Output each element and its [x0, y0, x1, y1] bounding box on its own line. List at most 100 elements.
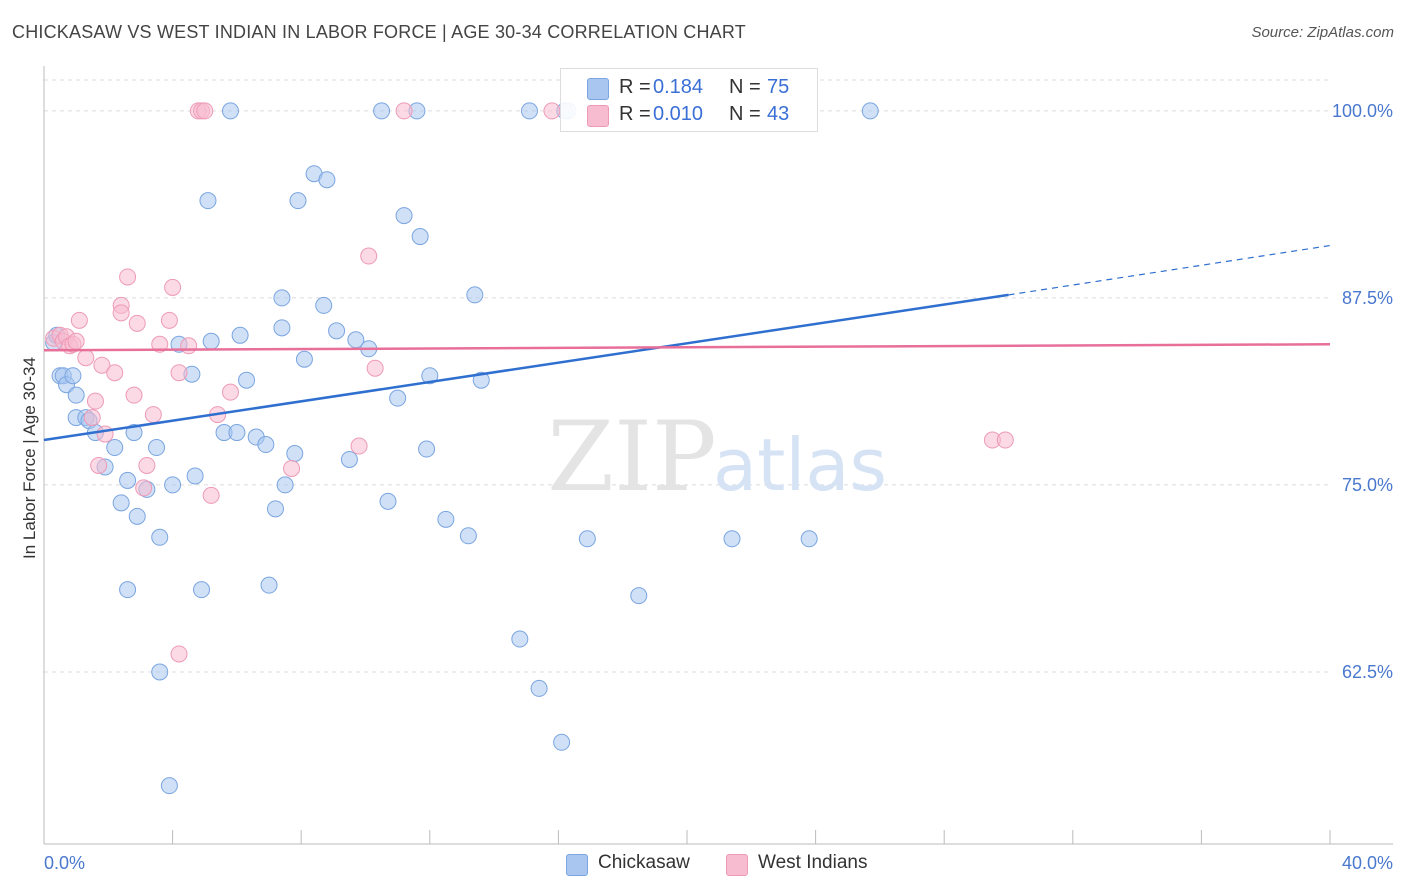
west-indians-point [135, 479, 153, 497]
west-indians-point [112, 304, 130, 322]
west-indians-point [180, 337, 198, 355]
chickasaw-point [800, 530, 818, 548]
chickasaw-point [289, 192, 307, 210]
chickasaw-point [389, 389, 407, 407]
chickasaw-point [395, 207, 413, 225]
chickasaw-point [472, 371, 490, 389]
chickasaw-point [411, 228, 429, 246]
chickasaw-point [199, 192, 217, 210]
chickasaw-point [421, 367, 439, 385]
west-indians-point [67, 332, 85, 350]
chickasaw-point [286, 445, 304, 463]
legend-n-label: N = [729, 103, 761, 125]
west-indians-trend-line [43, 343, 1331, 352]
chickasaw-point [630, 587, 648, 605]
series-label-chickasaw: Chickasaw [598, 852, 690, 873]
series-swatch-west-indians [726, 854, 748, 876]
west-indians-point [543, 102, 561, 120]
y-tick-label: 75.0% [1342, 475, 1393, 495]
chickasaw-point [257, 436, 275, 454]
west-indians-point [83, 409, 101, 427]
west-indians-point [93, 356, 111, 374]
chickasaw-point [578, 530, 596, 548]
trend-lines [43, 244, 1331, 442]
west-indians-point [144, 406, 162, 424]
chickasaw-trend-line-extension [1008, 244, 1331, 296]
chickasaw-point [119, 471, 137, 489]
series-swatch-chickasaw [566, 854, 588, 876]
x-tick-label-max: 40.0% [1342, 853, 1393, 873]
legend-swatch-chickasaw [587, 78, 609, 100]
west-indians-point [138, 456, 156, 474]
chickasaw-point [238, 371, 256, 389]
watermark-zip: ZIP [547, 401, 716, 513]
west-indians-point [202, 486, 220, 504]
chickasaw-point [266, 500, 284, 518]
x-tick-label-min: 0.0% [44, 853, 85, 873]
chickasaw-point [276, 476, 294, 494]
legend-r-value-chickasaw: 0.184 [653, 76, 704, 98]
west-indians-point [90, 456, 108, 474]
west-indians-point [151, 335, 169, 353]
west-indians-point [996, 431, 1014, 449]
chickasaw-trend-line [43, 293, 1009, 442]
y-axis-label: In Labor Force | Age 30-34 [20, 357, 39, 559]
y-tick-label: 100.0% [1332, 101, 1393, 121]
chickasaw-point [202, 332, 220, 350]
west-indians-point [395, 102, 413, 120]
chickasaw-point [186, 467, 204, 485]
chickasaw-point [193, 581, 211, 599]
west-indians-point [125, 386, 143, 404]
chickasaw-point [861, 102, 879, 120]
legend-r-label: R = [619, 76, 651, 98]
chickasaw-point [418, 440, 436, 458]
chickasaw-point [221, 102, 239, 120]
chickasaw-point [723, 530, 741, 548]
chickasaw-point [530, 679, 548, 697]
chickasaw-point [328, 322, 346, 340]
west-indians-point [283, 459, 301, 477]
watermark: ZIP atlas [547, 401, 887, 513]
grid-lines [44, 79, 1330, 673]
x-tick-labels: 0.0% 40.0% [44, 853, 1393, 873]
correlation-legend: R = 0.184 N = 75 R = 0.010 N = 43 [560, 68, 818, 132]
chickasaw-point [64, 367, 82, 385]
chickasaw-point [164, 476, 182, 494]
chickasaw-point [511, 630, 529, 648]
chickasaw-point [151, 528, 169, 546]
chickasaw-point [437, 510, 455, 528]
chickasaw-point [151, 663, 169, 681]
west-indians-point [170, 364, 188, 382]
legend-swatch-west-indians [587, 105, 609, 127]
legend-n-value-west-indians: 43 [767, 103, 790, 125]
chickasaw-point [379, 492, 397, 510]
legend-r-label: R = [619, 103, 651, 125]
y-tick-labels: 62.5% 75.0% 87.5% 100.0% [1332, 101, 1393, 682]
chickasaw-point [318, 171, 336, 189]
chickasaw-point [228, 424, 246, 442]
west-indians-point [106, 364, 124, 382]
legend-r-value-west-indians: 0.010 [653, 103, 704, 125]
west-indians-point [350, 437, 368, 455]
chickasaw-point [315, 296, 333, 314]
chickasaw-point [112, 494, 130, 512]
chickasaw-point [295, 350, 313, 368]
west-indians-point [170, 645, 188, 663]
west-indians-point [70, 311, 88, 329]
west-indians-point [119, 268, 137, 286]
west-indians-point [366, 359, 384, 377]
chickasaw-point [373, 102, 391, 120]
chickasaw-point [466, 286, 484, 304]
west-indians-point [96, 425, 114, 443]
chickasaw-point [273, 289, 291, 307]
west-indians-point [221, 383, 239, 401]
chickasaw-point [459, 527, 477, 545]
west-indians-point [128, 314, 146, 332]
legend-n-label: N = [729, 76, 761, 98]
legend-n-value-chickasaw: 75 [767, 76, 790, 98]
chickasaw-point [260, 576, 278, 594]
axes [43, 66, 1393, 845]
chickasaw-point [106, 439, 124, 457]
chickasaw-point [119, 581, 137, 599]
